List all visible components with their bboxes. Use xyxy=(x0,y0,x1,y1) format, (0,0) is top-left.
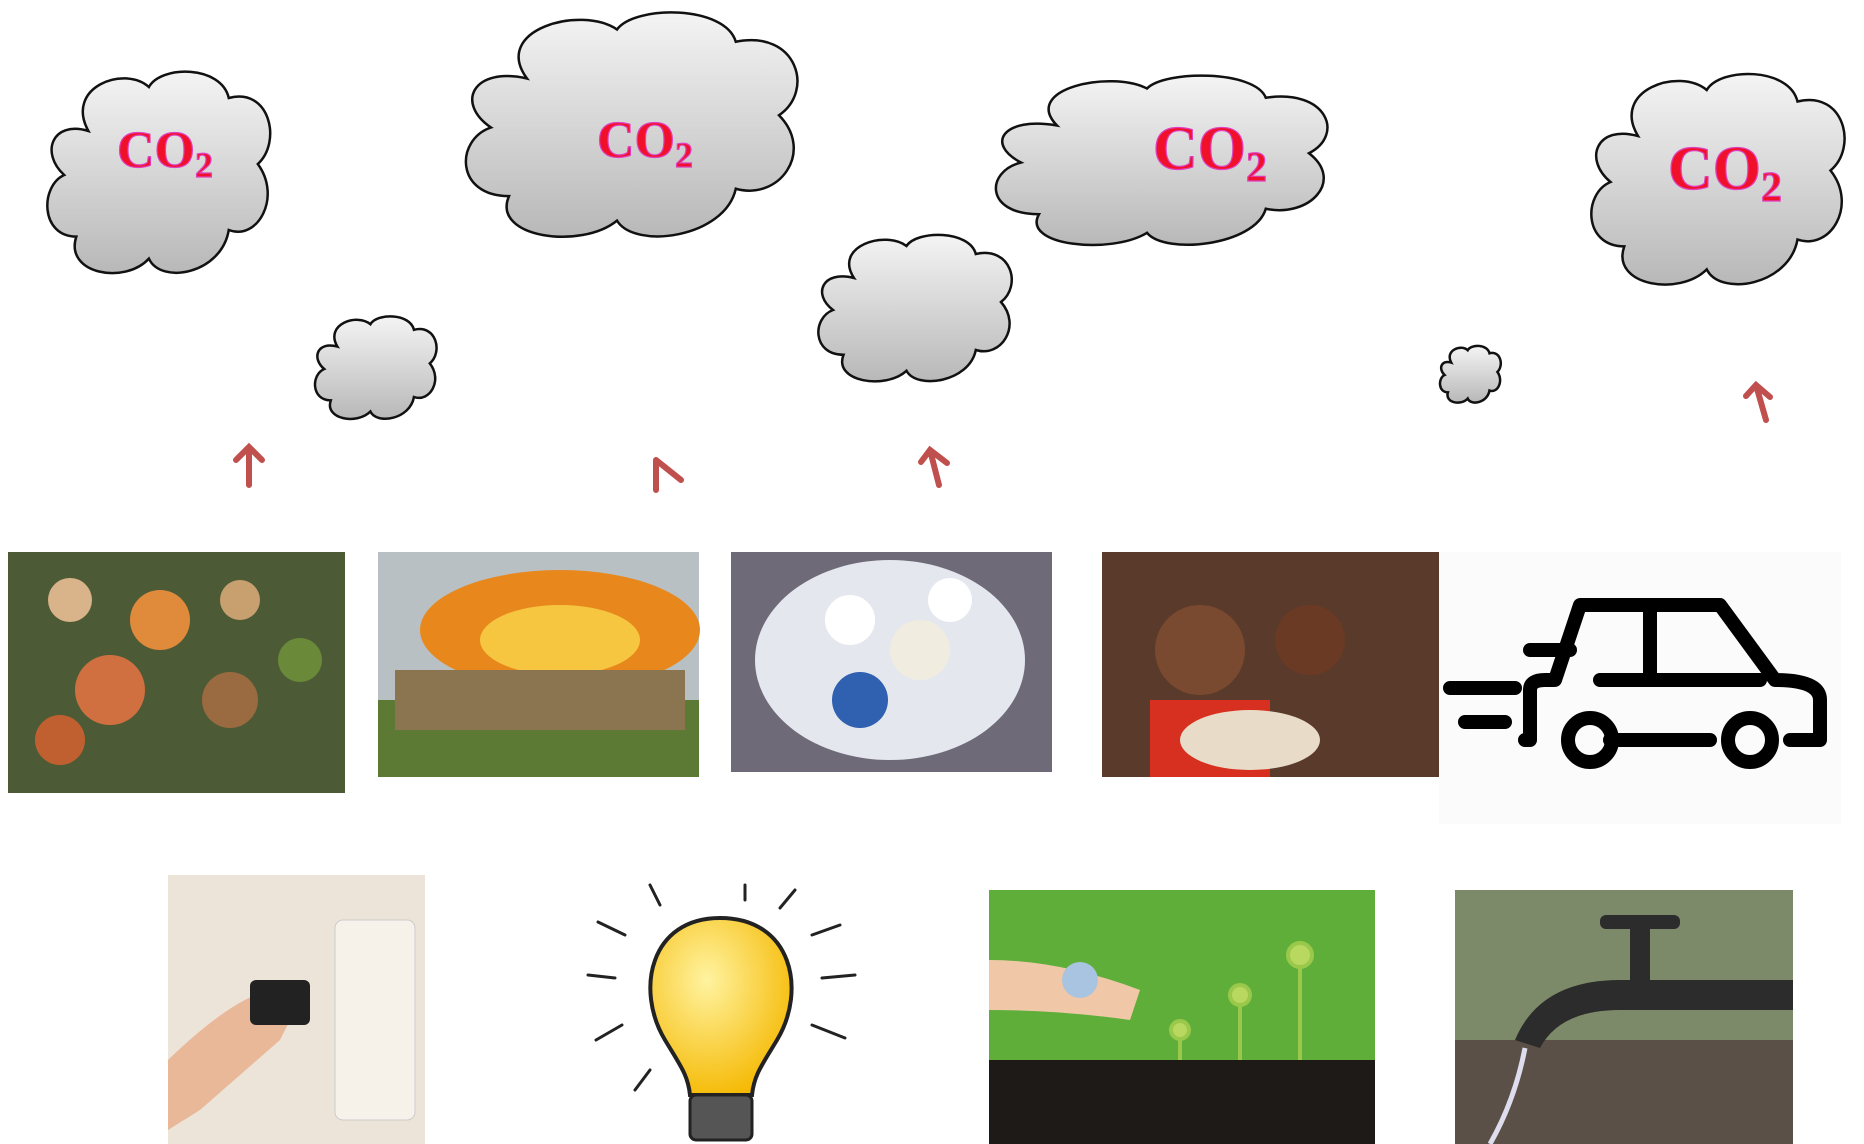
co2-subscript: 2 xyxy=(1761,165,1782,211)
fire-photo xyxy=(378,552,700,777)
co2-text: CO xyxy=(117,122,195,179)
arrow xyxy=(236,447,262,485)
arrow xyxy=(921,450,947,485)
children-photo xyxy=(1102,552,1439,777)
compost-photo xyxy=(8,552,345,793)
arrow xyxy=(1746,385,1770,420)
co2-subscript: 2 xyxy=(1246,145,1267,191)
co2-text: CO xyxy=(1668,135,1761,203)
small-cloud xyxy=(1440,346,1501,403)
faucet-photo xyxy=(1455,890,1793,1144)
trash-photo xyxy=(731,552,1052,772)
arrow xyxy=(656,460,681,490)
lightbulb xyxy=(588,885,855,1140)
co2-text: CO xyxy=(597,112,675,169)
seedling-photo xyxy=(989,890,1375,1144)
small-cloud xyxy=(818,235,1011,381)
co2-subscript: 2 xyxy=(195,145,213,185)
small-cloud xyxy=(315,316,437,419)
car-icon xyxy=(1439,552,1841,824)
co2-subscript: 2 xyxy=(675,135,693,175)
co2-text: CO xyxy=(1153,115,1246,183)
plug-photo xyxy=(168,875,425,1144)
page: CO2 CO2 CO2 CO2 xyxy=(0,0,1864,1144)
